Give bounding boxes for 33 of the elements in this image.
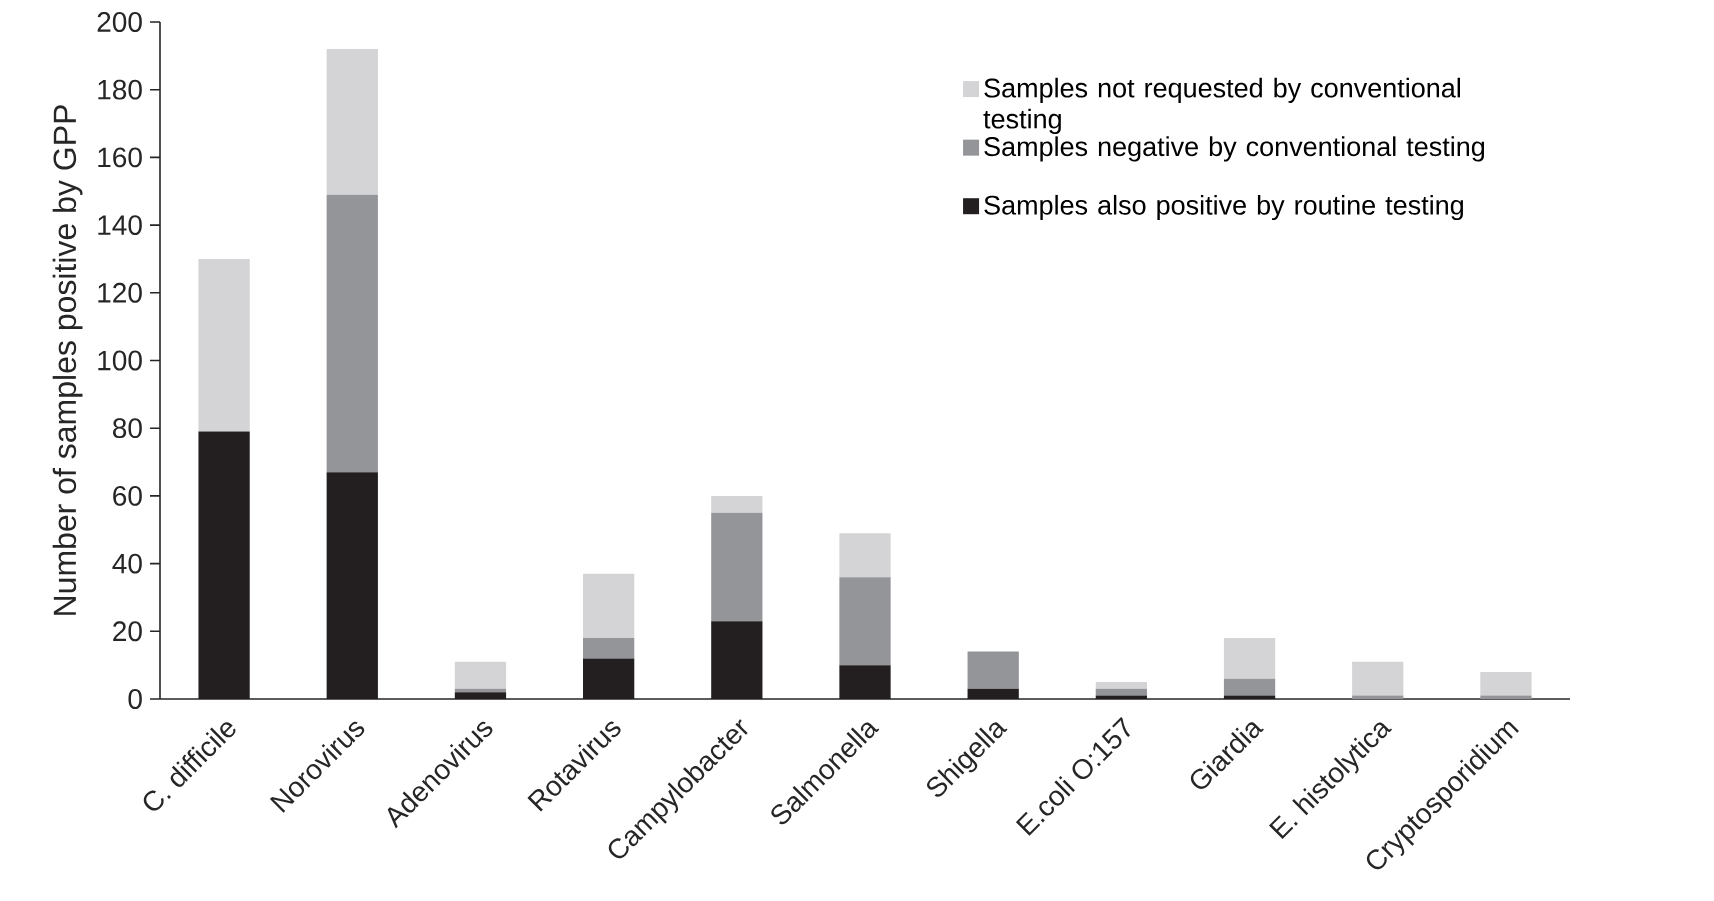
- y-tick-label: 40: [112, 553, 142, 574]
- bar: [1095, 688, 1148, 696]
- bar: [1223, 638, 1276, 679]
- bar: [711, 512, 763, 622]
- y-axis-title: Number of samples positive by GPP: [52, 105, 83, 615]
- bar: [198, 258, 250, 432]
- bar: [583, 638, 635, 659]
- bar: [326, 49, 378, 195]
- y-tick-label: 180: [98, 79, 142, 100]
- bar: [1095, 682, 1148, 689]
- y-tick-label: 200: [97, 12, 142, 32]
- y-tick-label: 60: [113, 485, 142, 506]
- bar: [1223, 678, 1276, 696]
- bar: [839, 533, 891, 578]
- bar: [1352, 661, 1404, 696]
- y-tick-label: 20: [113, 621, 142, 642]
- y-tick-label: 120: [98, 282, 142, 303]
- bar: [326, 194, 378, 473]
- y-tick-label: 100: [98, 350, 142, 371]
- bar: [583, 573, 635, 639]
- bar: [711, 495, 763, 513]
- legend-label: Samples negative by conventional testing: [984, 136, 1485, 162]
- y-tick-label: 160: [98, 147, 142, 168]
- y-tick-label: 80: [113, 418, 142, 439]
- bar: [839, 577, 891, 666]
- legend-label: Samples also positive by routine testing: [984, 194, 1463, 221]
- legend-label: Samples not requested by conventional testing: [983, 77, 1460, 134]
- bar: [454, 661, 507, 689]
- bar: [967, 651, 1019, 689]
- y-tick-label: 0: [128, 689, 142, 709]
- bar: [1480, 695, 1532, 699]
- bar: [1480, 671, 1532, 696]
- y-tick-label: 140: [98, 215, 142, 236]
